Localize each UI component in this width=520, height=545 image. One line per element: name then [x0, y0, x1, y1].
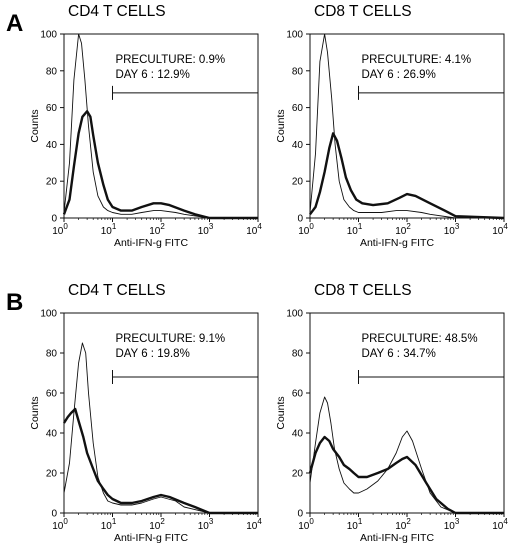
- series-line-thick: [308, 435, 504, 515]
- y-tick-label: 100: [286, 309, 303, 320]
- series-line-thin: [63, 33, 258, 219]
- y-tick-label: 0: [297, 214, 303, 225]
- x-tick-label: 103: [198, 517, 214, 532]
- y-tick-label: 0: [51, 214, 57, 225]
- chart-title: CD4 T CELLS: [68, 282, 166, 299]
- x-tick-label: 102: [395, 517, 411, 532]
- y-tick-label: 100: [40, 309, 57, 320]
- y-tick-label: 0: [297, 509, 303, 520]
- histogram-panel-4: CD8 T CELLS 0 20 40 60 80 100 100 101 102 103 104 An…: [275, 282, 508, 544]
- y-tick-label: 20: [292, 469, 304, 480]
- annotation-day6: DAY 6 : 26.9%: [361, 69, 435, 81]
- x-tick-label: 104: [246, 517, 262, 532]
- y-tick-label: 60: [46, 103, 58, 114]
- y-tick-label: 20: [46, 177, 58, 188]
- x-tick-label: 100: [298, 222, 314, 237]
- x-tick-label: 104: [492, 517, 508, 532]
- x-tick-label: 100: [298, 517, 314, 532]
- x-axis-label: Anti-IFN-g FITC: [114, 532, 189, 544]
- panel-label-a: A: [6, 10, 23, 37]
- y-tick-label: 20: [46, 469, 58, 480]
- histogram-panel-1: CD4 T CELLS 0 20 40 60 80 100 100 101 102 103 104 An…: [29, 3, 262, 249]
- y-tick-label: 80: [292, 66, 304, 77]
- y-tick-label: 40: [292, 429, 304, 440]
- histogram-panel-3: CD4 T CELLS 0 20 40 60 80 100 100 101 102 103 104 An…: [29, 282, 262, 544]
- x-tick-label: 100: [52, 517, 68, 532]
- x-axis-label: Anti-IFN-g FITC: [360, 237, 435, 249]
- y-axis-label: Counts: [275, 109, 287, 142]
- y-axis-label: Counts: [29, 109, 41, 142]
- x-tick-label: 101: [101, 222, 117, 237]
- x-tick-label: 104: [492, 222, 508, 237]
- y-tick-label: 80: [46, 66, 58, 77]
- x-axis-label: Anti-IFN-g FITC: [114, 237, 189, 249]
- chart-title: CD8 T CELLS: [314, 282, 412, 299]
- annotation-preculture: PRECULTURE: 4.1%: [361, 54, 471, 66]
- x-tick-label: 103: [444, 517, 460, 532]
- annotation-preculture: PRECULTURE: 0.9%: [115, 54, 225, 66]
- y-tick-label: 100: [286, 30, 303, 41]
- x-axis-label: Anti-IFN-g FITC: [360, 532, 435, 544]
- x-tick-label: 100: [52, 222, 68, 237]
- series-line-thick: [62, 110, 258, 220]
- y-tick-label: 40: [292, 140, 304, 151]
- chart-title: CD8 T CELLS: [314, 3, 412, 20]
- y-tick-label: 80: [46, 349, 58, 360]
- annotation-day6: DAY 6 : 12.9%: [115, 69, 189, 81]
- x-tick-label: 102: [149, 517, 165, 532]
- y-tick-label: 60: [292, 103, 304, 114]
- chart-title: CD4 T CELLS: [68, 3, 166, 20]
- annotation-preculture: PRECULTURE: 9.1%: [115, 333, 225, 345]
- y-tick-label: 60: [292, 389, 304, 400]
- x-tick-label: 101: [347, 222, 363, 237]
- annotation-day6: DAY 6 : 34.7%: [361, 348, 435, 360]
- x-tick-label: 103: [198, 222, 214, 237]
- y-axis-label: Counts: [29, 396, 41, 429]
- x-tick-label: 101: [101, 517, 117, 532]
- x-tick-label: 102: [395, 222, 411, 237]
- y-tick-label: 60: [46, 389, 58, 400]
- series-line-thin: [63, 342, 258, 514]
- annotation-preculture: PRECULTURE: 48.5%: [361, 333, 477, 345]
- x-tick-label: 103: [444, 222, 460, 237]
- y-tick-label: 80: [292, 349, 304, 360]
- series-line-thin: [309, 33, 504, 219]
- series-line-thick: [309, 132, 505, 220]
- panel-label-b: B: [6, 289, 23, 316]
- y-tick-label: 40: [46, 140, 58, 151]
- y-tick-label: 100: [40, 30, 57, 41]
- y-tick-label: 20: [292, 177, 304, 188]
- y-tick-label: 40: [46, 429, 58, 440]
- x-tick-label: 101: [347, 517, 363, 532]
- series-line-thick: [62, 407, 258, 515]
- y-tick-label: 0: [51, 509, 57, 520]
- y-axis-label: Counts: [275, 396, 287, 429]
- x-tick-label: 102: [149, 222, 165, 237]
- annotation-day6: DAY 6 : 19.8%: [115, 348, 189, 360]
- histogram-panel-2: CD8 T CELLS 0 20 40 60 80 100 100 101 102 103 104 An…: [275, 3, 508, 249]
- x-tick-label: 104: [246, 222, 262, 237]
- series-line-thin: [309, 396, 504, 514]
